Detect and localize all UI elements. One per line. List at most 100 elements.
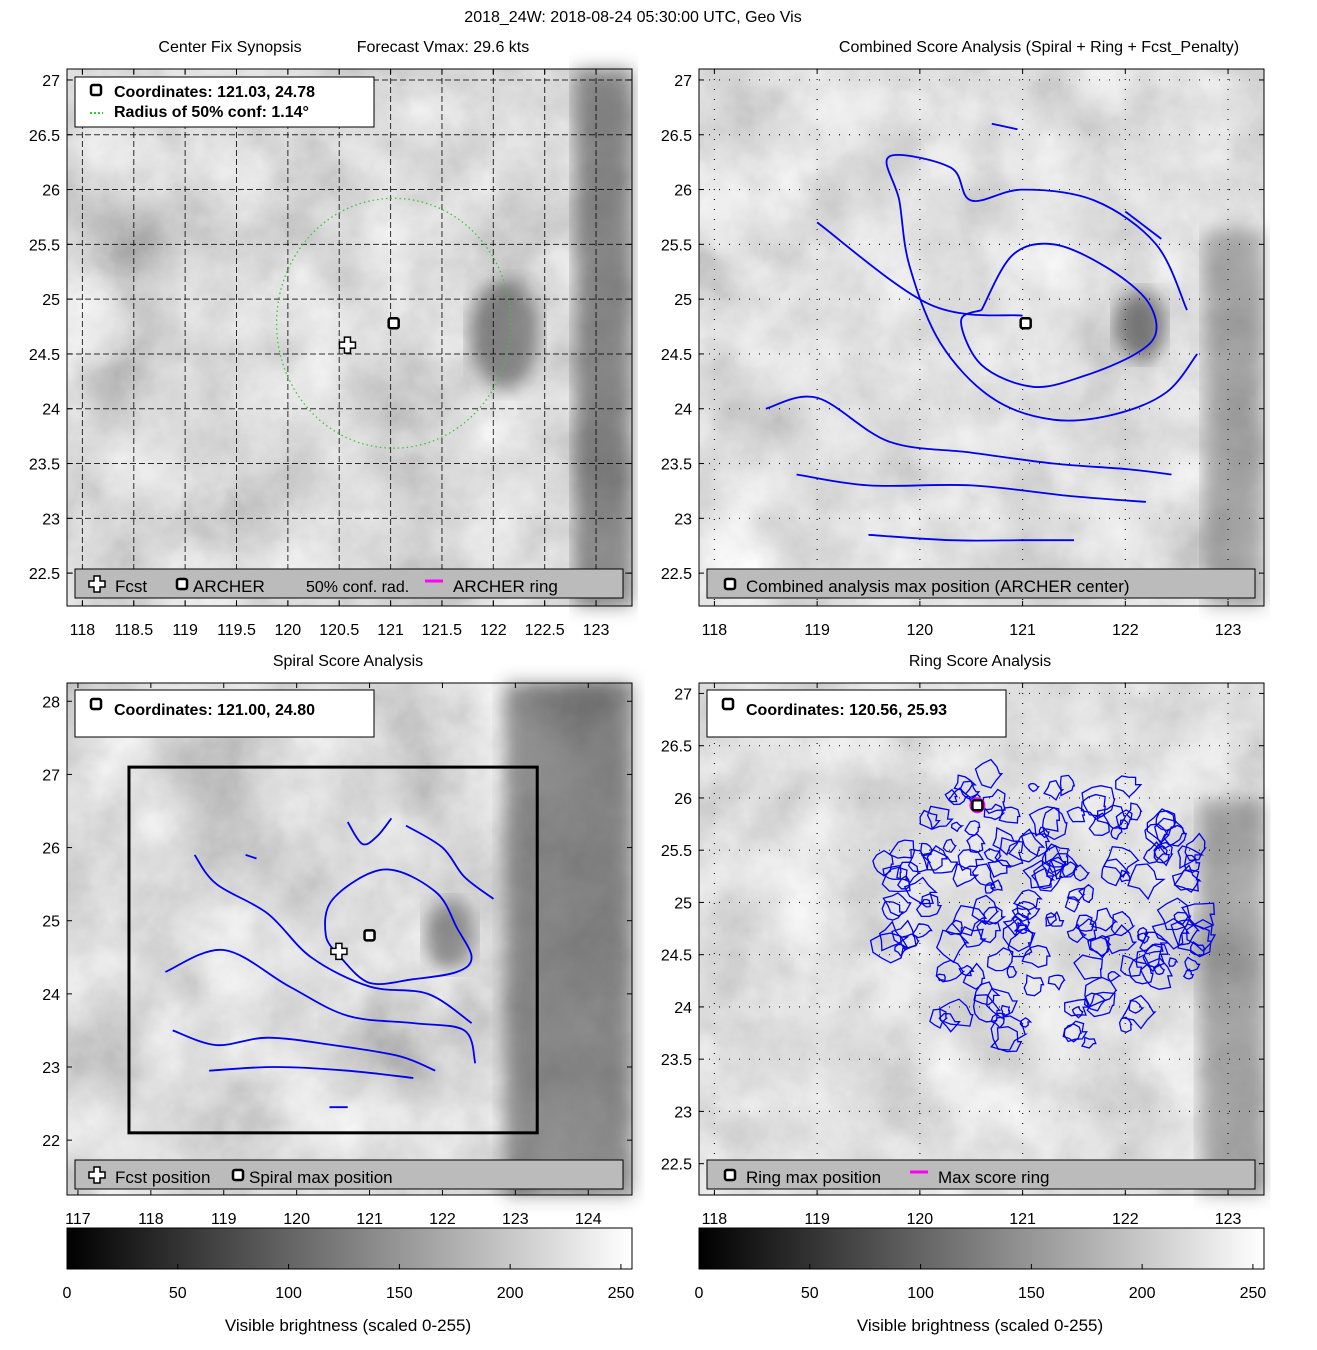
p4-xtick-label: 121 [1009, 1211, 1036, 1228]
p4-ring-contour [1042, 806, 1068, 841]
p4-ring-contour [1156, 897, 1192, 931]
p3-contour-1 [193, 854, 473, 1024]
figure-title: 2018_24W: 2018-08-24 05:30:00 UTC, Geo V… [464, 9, 801, 26]
p4-ring-contour [921, 898, 931, 908]
p4-ring-contour [992, 826, 1020, 856]
p3-contour-3 [172, 1029, 436, 1072]
panel4-y-ticks: 22.5 23 23.5 24 24.5 25 25.5 26 26.5 27 [661, 686, 1264, 1174]
p4-ring-contour [1181, 902, 1215, 930]
p2-ytick-label: 24.5 [661, 347, 692, 364]
p4-xtick-label: 122 [1112, 1211, 1139, 1228]
p4-ring-contour [1107, 971, 1122, 983]
p4-ring-contour [1050, 852, 1079, 880]
p4-ring-contour [1064, 896, 1079, 913]
p1-ytick-label: 23 [42, 511, 60, 528]
p4-ring-contour [972, 994, 1001, 1023]
panel2-legend-box [706, 568, 1256, 599]
p3-contour-4 [209, 1066, 414, 1079]
p4-ytick-label: 26 [674, 791, 692, 808]
panel4-legend-box [706, 1159, 1256, 1190]
panel-spiral-score: Spiral Score Analysis Coordinates: 121.0… [42, 653, 633, 1228]
p1-xtick-label: 119.5 [217, 622, 256, 639]
p4-ring-max-square [971, 799, 984, 812]
p4-ring-contour [1100, 858, 1131, 887]
p4-ring-contour [1185, 918, 1217, 952]
p4-ring-contour [903, 876, 938, 905]
p1-fcst-plus [338, 336, 357, 354]
panel1-legend-fcst: Fcst [115, 577, 147, 596]
p4-ring-contour [1168, 957, 1179, 967]
p3-ytick-label: 22 [42, 1133, 60, 1150]
panel1-legend-archer: ARCHER [193, 577, 265, 596]
p4-ring-contour [1038, 826, 1050, 839]
cb1-tick-label: 150 [1018, 1285, 1045, 1302]
p3-xtick-label: 124 [575, 1211, 602, 1228]
p3-contour-7 [245, 854, 257, 860]
p4-ring-contour [950, 821, 965, 833]
p4-ytick-label: 24 [674, 1000, 692, 1017]
p2-archer-square [1019, 317, 1032, 330]
p4-ring-contour [888, 839, 916, 859]
p3-xtick-label: 118 [138, 1211, 164, 1228]
panel2-dark-right-edge [1205, 230, 1264, 606]
cb1-tick-label: 50 [801, 1285, 819, 1302]
panel1-legend-plus-icon [88, 575, 106, 593]
p2-xtick-label: 120 [907, 622, 934, 639]
p2-xtick-label: 123 [1215, 622, 1242, 639]
p4-ring-contour [959, 926, 987, 948]
p4-ring-contour [1043, 779, 1065, 801]
panel4-legend-square-icon [723, 1168, 737, 1182]
p1-ytick-label: 24.5 [29, 347, 60, 364]
p1-xtick-label: 122.5 [525, 622, 565, 639]
panel4-legend-ringmax: Ring max position [746, 1168, 881, 1187]
p4-ring-contour [958, 964, 975, 977]
p2-xtick-label: 122 [1112, 622, 1139, 639]
p4-ring-contour [1190, 941, 1206, 956]
cb1-tick-label: 200 [1129, 1285, 1156, 1302]
p4-ring-contour [1153, 841, 1174, 867]
p3-contour-2 [165, 949, 477, 1064]
p3-contour-6 [405, 824, 495, 900]
p2-contour-7 [991, 122, 1018, 131]
p4-ring-contour [1152, 963, 1166, 976]
p4-ring-contour [1045, 912, 1058, 927]
panel2-x-ticks: 118 119 120 121 122 123 [702, 69, 1242, 639]
panel-ring-score: Ring Score Analysis Coordinates: 120.56,… [661, 653, 1265, 1228]
p4-ring-contour [1115, 775, 1143, 798]
p4-ytick-label: 26.5 [661, 739, 692, 756]
p4-ring-contour [1071, 1005, 1084, 1019]
panel1-y-ticks: 22.5 23 23.5 24 24.5 25 25.5 26 26.5 27 [29, 73, 632, 583]
p4-ring-contour [1115, 809, 1133, 830]
panel1-frame [66, 68, 633, 607]
cb1-tick-label: 250 [1240, 1285, 1267, 1302]
p3-ytick-label: 23 [42, 1060, 60, 1077]
panel1-x-ticks: 118 118.5 119 119.5 120 120.5 121 121.5 122 122.5… [70, 69, 609, 639]
p4-ring-contour [1011, 912, 1031, 932]
panel2-archer-marker [1019, 317, 1032, 330]
p4-ring-contour [1022, 859, 1055, 889]
p4-ring-contour [973, 981, 1001, 1006]
panel4-ring-contours [869, 758, 1217, 1053]
p2-ytick-label: 22.5 [661, 566, 692, 583]
p4-ring-contour [947, 787, 971, 806]
p3-contour-0 [324, 868, 473, 986]
cb0-tick-label: 250 [608, 1285, 635, 1302]
p2-contour-4 [796, 473, 1146, 503]
p2-xtick-label: 119 [804, 622, 830, 639]
panel1-dark-right-edge [575, 69, 632, 606]
p4-ring-contour [1047, 974, 1066, 991]
p3-xtick-label: 121 [356, 1211, 383, 1228]
p1-xtick-label: 121.5 [422, 622, 462, 639]
p4-max-ring [969, 797, 986, 814]
p4-ring-contour [1182, 968, 1195, 980]
p2-contour-5 [868, 533, 1074, 542]
p4-ring-contour [1177, 845, 1205, 870]
p4-ring-contour [1062, 1023, 1082, 1043]
colorbar-left: 0 50 100 150 200 250 Visible brightness (scal… [63, 1227, 635, 1335]
p4-ring-contour [1073, 954, 1103, 981]
colorbar-right-ticks: 0 50 100 150 200 250 [695, 1264, 1267, 1302]
p4-xtick-label: 123 [1215, 1211, 1242, 1228]
p2-ytick-label: 25 [674, 292, 692, 309]
p4-ring-contour [1090, 936, 1112, 957]
p4-ring-contour [1030, 867, 1056, 890]
